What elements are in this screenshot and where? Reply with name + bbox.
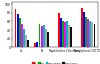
Bar [45,29,47,47]
Bar [34,43,36,47]
Bar [94,24,95,47]
Bar [81,8,83,47]
Bar [83,12,85,47]
Bar [62,21,64,47]
Bar [70,27,72,47]
Bar [41,26,42,47]
Bar [47,32,49,47]
Legend: Cu, Ni, COD, TOC, Naphthalene, Chloroform, Nonylphenol: Cu, Ni, COD, TOC, Naphthalene, Chlorofor… [32,62,78,64]
Bar [25,35,27,47]
Bar [64,22,66,47]
Bar [87,19,89,47]
Bar [66,21,68,47]
Bar [39,24,40,47]
Bar [89,21,91,47]
Bar [60,18,62,47]
Bar [92,22,93,47]
Bar [36,42,38,47]
Bar [23,29,25,47]
Bar [27,40,29,47]
Bar [85,17,87,47]
Bar [17,14,18,47]
Bar [15,9,16,47]
Bar [21,24,23,47]
Bar [19,18,21,47]
Bar [58,13,60,47]
Bar [43,25,45,47]
Bar [68,25,70,47]
